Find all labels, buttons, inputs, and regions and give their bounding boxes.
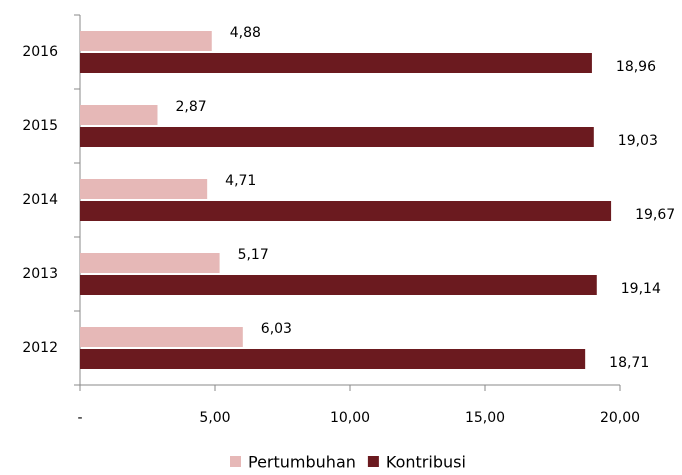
- legend-label: Pertumbuhan: [248, 453, 356, 472]
- bar: [80, 127, 594, 147]
- y-tick-label: 2012: [22, 340, 58, 356]
- value-label: 5,17: [238, 247, 269, 263]
- value-label: 6,03: [261, 321, 292, 337]
- bar: [80, 31, 212, 51]
- bar: [80, 53, 592, 73]
- bar: [80, 327, 243, 347]
- y-tick-label: 2014: [22, 192, 58, 208]
- x-tick-label: 5,00: [199, 410, 230, 426]
- bar: [80, 349, 586, 369]
- y-tick-label: 2015: [22, 118, 58, 134]
- x-tick-label: 20,00: [600, 410, 640, 426]
- legend-swatch: [230, 456, 241, 467]
- value-label: 19,67: [635, 207, 675, 223]
- bar: [80, 105, 158, 125]
- legend-label: Kontribusi: [386, 453, 466, 472]
- value-label: 19,03: [618, 133, 658, 149]
- value-label: 2,87: [175, 99, 206, 115]
- bar: [80, 179, 208, 199]
- y-tick-label: 2016: [22, 44, 58, 60]
- y-tick-label: 2013: [22, 266, 58, 282]
- value-label: 19,14: [621, 281, 661, 297]
- value-label: 4,71: [225, 173, 256, 189]
- x-tick-label: 15,00: [465, 410, 505, 426]
- bar: [80, 253, 220, 273]
- x-tick-label: 10,00: [330, 410, 370, 426]
- legend-swatch: [367, 456, 379, 467]
- bar: [80, 275, 597, 295]
- value-label: 18,71: [609, 355, 649, 371]
- x-tick-label: -: [77, 410, 82, 426]
- value-label: 18,96: [616, 59, 656, 75]
- bar: [80, 201, 612, 221]
- value-label: 4,88: [230, 25, 261, 41]
